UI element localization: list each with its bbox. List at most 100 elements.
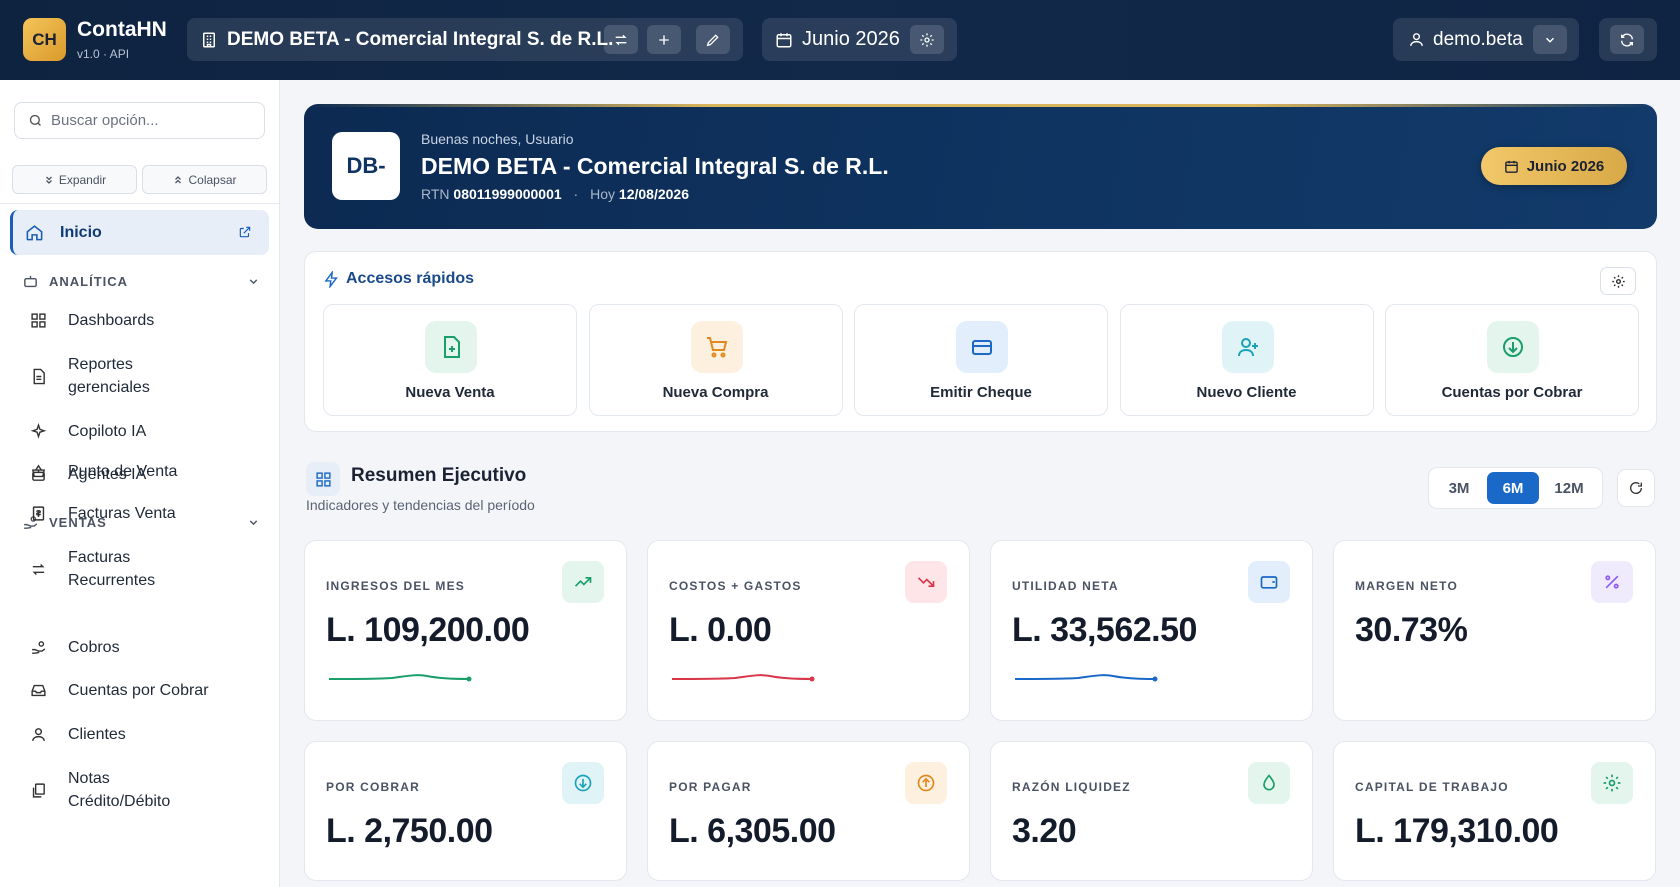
arrow-up-circle-icon — [905, 762, 947, 804]
summary-subtitle: Indicadores y tendencias del período — [306, 497, 535, 513]
hero-accent-line — [304, 104, 1657, 107]
user-dropdown-button[interactable] — [1533, 25, 1567, 54]
chevron-down-icon — [246, 274, 260, 288]
kpi-card-por-pagar[interactable]: POR PAGAR L. 6,305.00 — [647, 741, 970, 881]
document-icon — [28, 366, 48, 386]
gear-icon — [1591, 762, 1633, 804]
kpi-sparkline — [328, 674, 472, 682]
quick-access-label: Cuentas por Cobrar — [1441, 384, 1583, 401]
company-selector[interactable]: DEMO BETA - Comercial Integral S. de R.L… — [187, 18, 743, 61]
wallet-icon — [1248, 561, 1290, 603]
company-name: DEMO BETA - Comercial Integral S. de R.L… — [227, 28, 614, 50]
sidebar-item-facturas-venta[interactable]: Facturas Venta — [28, 502, 268, 525]
sidebar-search[interactable] — [14, 102, 265, 139]
quick-access-label: Accesos rápidos — [346, 270, 475, 287]
period-settings-button[interactable] — [910, 25, 944, 54]
collapse-button[interactable]: Colapsar — [142, 165, 267, 194]
greeting: Buenas noches, Usuario — [421, 131, 574, 147]
quick-access-label: Nuevo Cliente — [1196, 384, 1297, 401]
quick-access-label: Emitir Cheque — [930, 384, 1032, 401]
arrow-down-circle-icon — [1487, 321, 1539, 373]
quick-nuevo-cliente-button[interactable]: Nuevo Cliente — [1119, 304, 1374, 416]
user-icon — [1407, 31, 1425, 49]
sidebar-item-facturas-recurrentes[interactable]: Facturas Recurrentes — [28, 546, 228, 592]
summary-refresh-button[interactable] — [1617, 469, 1655, 507]
external-link-icon[interactable] — [237, 224, 253, 240]
kpi-card-capital-de-trabajo[interactable]: CAPITAL DE TRABAJO L. 179,310.00 — [1333, 741, 1656, 881]
sparkles-icon — [28, 422, 48, 442]
period-label: Junio 2026 — [802, 28, 900, 50]
sidebar-item-clientes[interactable]: Clientes — [28, 723, 268, 746]
kpi-value: L. 179,310.00 — [1355, 812, 1559, 850]
edit-company-button[interactable] — [696, 25, 730, 54]
building-icon — [199, 30, 219, 50]
expand-button[interactable]: Expandir — [12, 165, 137, 194]
kpi-card-por-cobrar[interactable]: POR COBRAR L. 2,750.00 — [304, 741, 627, 881]
kpi-value: L. 2,750.00 — [326, 812, 493, 850]
kpi-sparkline — [1014, 674, 1158, 682]
range-12m-button[interactable]: 12M — [1554, 479, 1584, 497]
sidebar-item-reportes[interactable]: Reportes gerenciales — [28, 353, 198, 399]
sidebar-item-punto-de-venta[interactable]: Punto de Venta — [28, 460, 268, 483]
user-plus-icon — [1221, 321, 1274, 373]
rtn-value: 08011999000001 — [453, 186, 562, 202]
kpi-value: L. 0.00 — [669, 611, 772, 649]
sidebar-item-notas-cr-dito-d-bito[interactable]: Notas Crédito/Débito — [28, 767, 228, 813]
lightning-icon — [324, 270, 338, 288]
sidebar-item-copiloto[interactable]: Copiloto IA — [28, 420, 268, 443]
kpi-label: INGRESOS DEL MES — [326, 579, 466, 593]
refresh-icon — [1630, 482, 1643, 494]
sidebar-item-label: Facturas Venta — [68, 505, 176, 522]
app-logo[interactable]: CH — [23, 18, 66, 61]
refresh-icon — [1610, 25, 1644, 54]
kpi-card-utilidad-neta[interactable]: UTILIDAD NETA L. 33,562.50 — [990, 540, 1313, 721]
sidebar-item-label: Cobros — [68, 639, 120, 656]
quick-cuentas-por-cobrar-button[interactable]: Cuentas por Cobrar — [1385, 304, 1639, 416]
kpi-label: RAZÓN LIQUIDEZ — [1012, 780, 1131, 794]
sidebar-item-label: Punto de Venta — [68, 463, 178, 480]
kpi-card-raz-n-liquidez[interactable]: RAZÓN LIQUIDEZ 3.20 — [990, 741, 1313, 881]
username: demo.beta — [1433, 28, 1523, 50]
add-company-button[interactable] — [647, 25, 681, 54]
kpi-card-costos-gastos[interactable]: COSTOS + GASTOS L. 0.00 — [647, 540, 970, 721]
sidebar: Expandir Colapsar Inicio ANALÍTICA Dashb… — [0, 80, 280, 887]
robot-icon — [24, 275, 37, 287]
period-selector[interactable]: Junio 2026 — [762, 18, 957, 61]
search-input[interactable] — [51, 112, 251, 129]
grid-icon — [315, 471, 331, 487]
range-6m-button[interactable]: 6M — [1487, 472, 1539, 504]
sidebar-item-label: Agentes IA — [68, 466, 147, 483]
search-icon — [27, 113, 43, 129]
kpi-card-ingresos-del-mes[interactable]: INGRESOS DEL MES L. 109,200.00 — [304, 540, 627, 721]
gear-icon — [920, 32, 934, 47]
quick-emitir-cheque-button[interactable]: Emitir Cheque — [854, 304, 1108, 416]
file-plus-icon — [425, 321, 477, 373]
kpi-label: POR PAGAR — [669, 780, 752, 794]
kpi-card-margen-neto[interactable]: MARGEN NETO 30.73% — [1333, 540, 1656, 721]
period-badge[interactable]: Junio 2026 — [1481, 147, 1627, 185]
basket-icon — [28, 462, 48, 482]
switch-company-button[interactable] — [604, 25, 638, 54]
section-ventas[interactable]: VENTAS — [22, 512, 260, 532]
sidebar-item-cobros[interactable]: Cobros — [28, 636, 268, 659]
quick-nueva-venta-button[interactable]: Nueva Venta — [323, 304, 577, 416]
sidebar-item-label: Reportes gerenciales — [68, 356, 150, 396]
sidebar-item-dashboards[interactable]: Dashboards — [28, 309, 268, 332]
section-analitica[interactable]: ANALÍTICA — [22, 271, 260, 291]
chevron-down-icon — [1545, 37, 1555, 43]
period-badge-label: Junio 2026 — [1526, 157, 1605, 175]
sidebar-divider — [0, 203, 280, 204]
company-avatar: DB- — [332, 132, 400, 200]
sidebar-item-cuentas-por-cobrar[interactable]: Cuentas por Cobrar — [28, 679, 268, 702]
sidebar-item-inicio[interactable]: Inicio — [10, 210, 269, 255]
cart-icon — [690, 321, 743, 373]
range-3m-button[interactable]: 3M — [1448, 479, 1470, 497]
copy-icon — [28, 780, 48, 800]
user-menu[interactable]: demo.beta — [1393, 18, 1579, 61]
kpi-value: L. 33,562.50 — [1012, 611, 1197, 649]
refresh-button[interactable] — [1599, 18, 1657, 61]
quick-nueva-compra-button[interactable]: Nueva Compra — [588, 304, 843, 416]
quick-access-label: Nueva Venta — [405, 384, 495, 401]
grid-icon — [28, 311, 48, 331]
quick-access-settings-button[interactable] — [1600, 267, 1636, 295]
